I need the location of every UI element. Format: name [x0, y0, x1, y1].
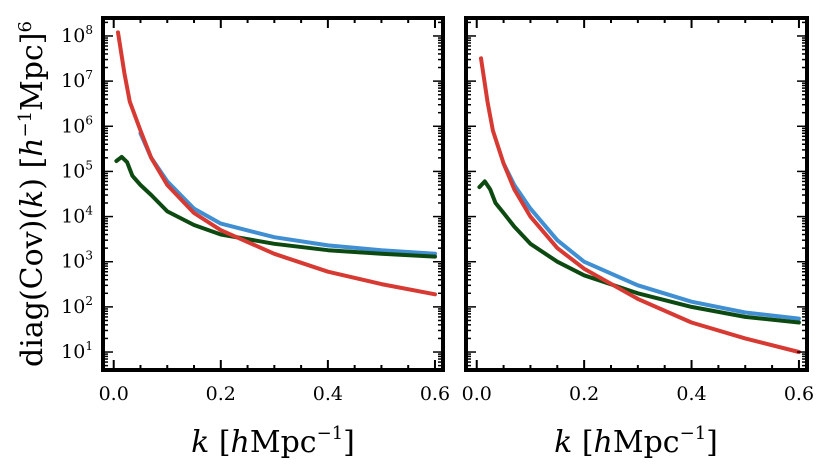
x-axis-title-close: ] — [706, 425, 718, 460]
y-tick-label: 107 — [61, 68, 93, 92]
right-plot-frame — [464, 16, 809, 372]
left-series-green — [114, 154, 437, 259]
y-tick-label: 108 — [61, 23, 93, 47]
x-axis-title-unit-rest: Mpc — [250, 425, 317, 460]
x-tick-label: 0.2 — [206, 383, 236, 405]
y-axis-title-unit-rest: Mpc] — [15, 33, 50, 111]
x-axis-title-unit-rest: Mpc — [613, 425, 680, 460]
panel-left: 0.0 0.2 0.4 0.6 — [99, 16, 450, 405]
y-axis-title-power: 6 — [15, 21, 36, 32]
y-tick-label: 102 — [61, 294, 93, 318]
left-series-layer — [114, 30, 437, 297]
left-x-tick-labels: 0.0 0.2 0.4 0.6 — [99, 383, 450, 405]
x-tick-label: 0.0 — [462, 383, 492, 405]
x-axis-title-left: k [hMpc−1] — [191, 423, 355, 460]
left-series-red — [116, 30, 437, 297]
x-axis-title-unit-var: h — [594, 425, 613, 460]
y-tick-labels: 101 102 103 104 105 106 107 108 — [61, 23, 93, 363]
x-axis-title-close: ] — [343, 425, 355, 460]
y-tick-label: 101 — [61, 339, 93, 363]
x-tick-label: 0.4 — [676, 383, 706, 405]
right-series-blue — [501, 161, 801, 321]
x-tick-label: 0.6 — [784, 383, 814, 405]
y-axis-title-prefix: diag(Cov)( — [15, 208, 50, 367]
right-x-tick-labels: 0.0 0.2 0.4 0.6 — [462, 383, 814, 405]
x-axis-title-var: k — [554, 425, 572, 460]
left-plot-frame — [101, 16, 445, 372]
right-series-red — [479, 56, 801, 354]
y-tick-label: 103 — [61, 249, 93, 273]
y-axis-title-unit-exp: −1 — [15, 111, 36, 138]
x-tick-label: 0.2 — [569, 383, 599, 405]
x-axis-title-var: k — [191, 425, 209, 460]
y-axis-title-var: k — [15, 190, 50, 208]
x-axis-title-unit-var: h — [231, 425, 250, 460]
y-axis-title-unit-var: h — [15, 138, 50, 157]
y-tick-label: 105 — [61, 158, 93, 182]
y-axis-title: diag(Cov)(k) [h−1Mpc]6 — [15, 21, 50, 367]
x-axis-title-open: [ — [209, 425, 230, 460]
y-tick-label: 104 — [61, 204, 93, 228]
left-ticks — [103, 18, 443, 371]
x-axis-title-exp: −1 — [317, 423, 344, 444]
x-tick-label: 0.0 — [99, 383, 129, 405]
y-axis-title-suffix: ) [ — [15, 157, 50, 190]
x-axis-title-open: [ — [572, 425, 593, 460]
right-series-green — [477, 179, 801, 325]
x-tick-label: 0.6 — [420, 383, 450, 405]
right-series-layer — [477, 56, 801, 354]
left-series-blue — [138, 131, 437, 256]
y-tick-label: 106 — [61, 113, 93, 137]
panel-right: 0.0 0.2 0.4 0.6 — [462, 16, 814, 405]
x-axis-title-exp: −1 — [680, 423, 707, 444]
x-tick-label: 0.4 — [313, 383, 343, 405]
x-axis-title-right: k [hMpc−1] — [554, 423, 718, 460]
